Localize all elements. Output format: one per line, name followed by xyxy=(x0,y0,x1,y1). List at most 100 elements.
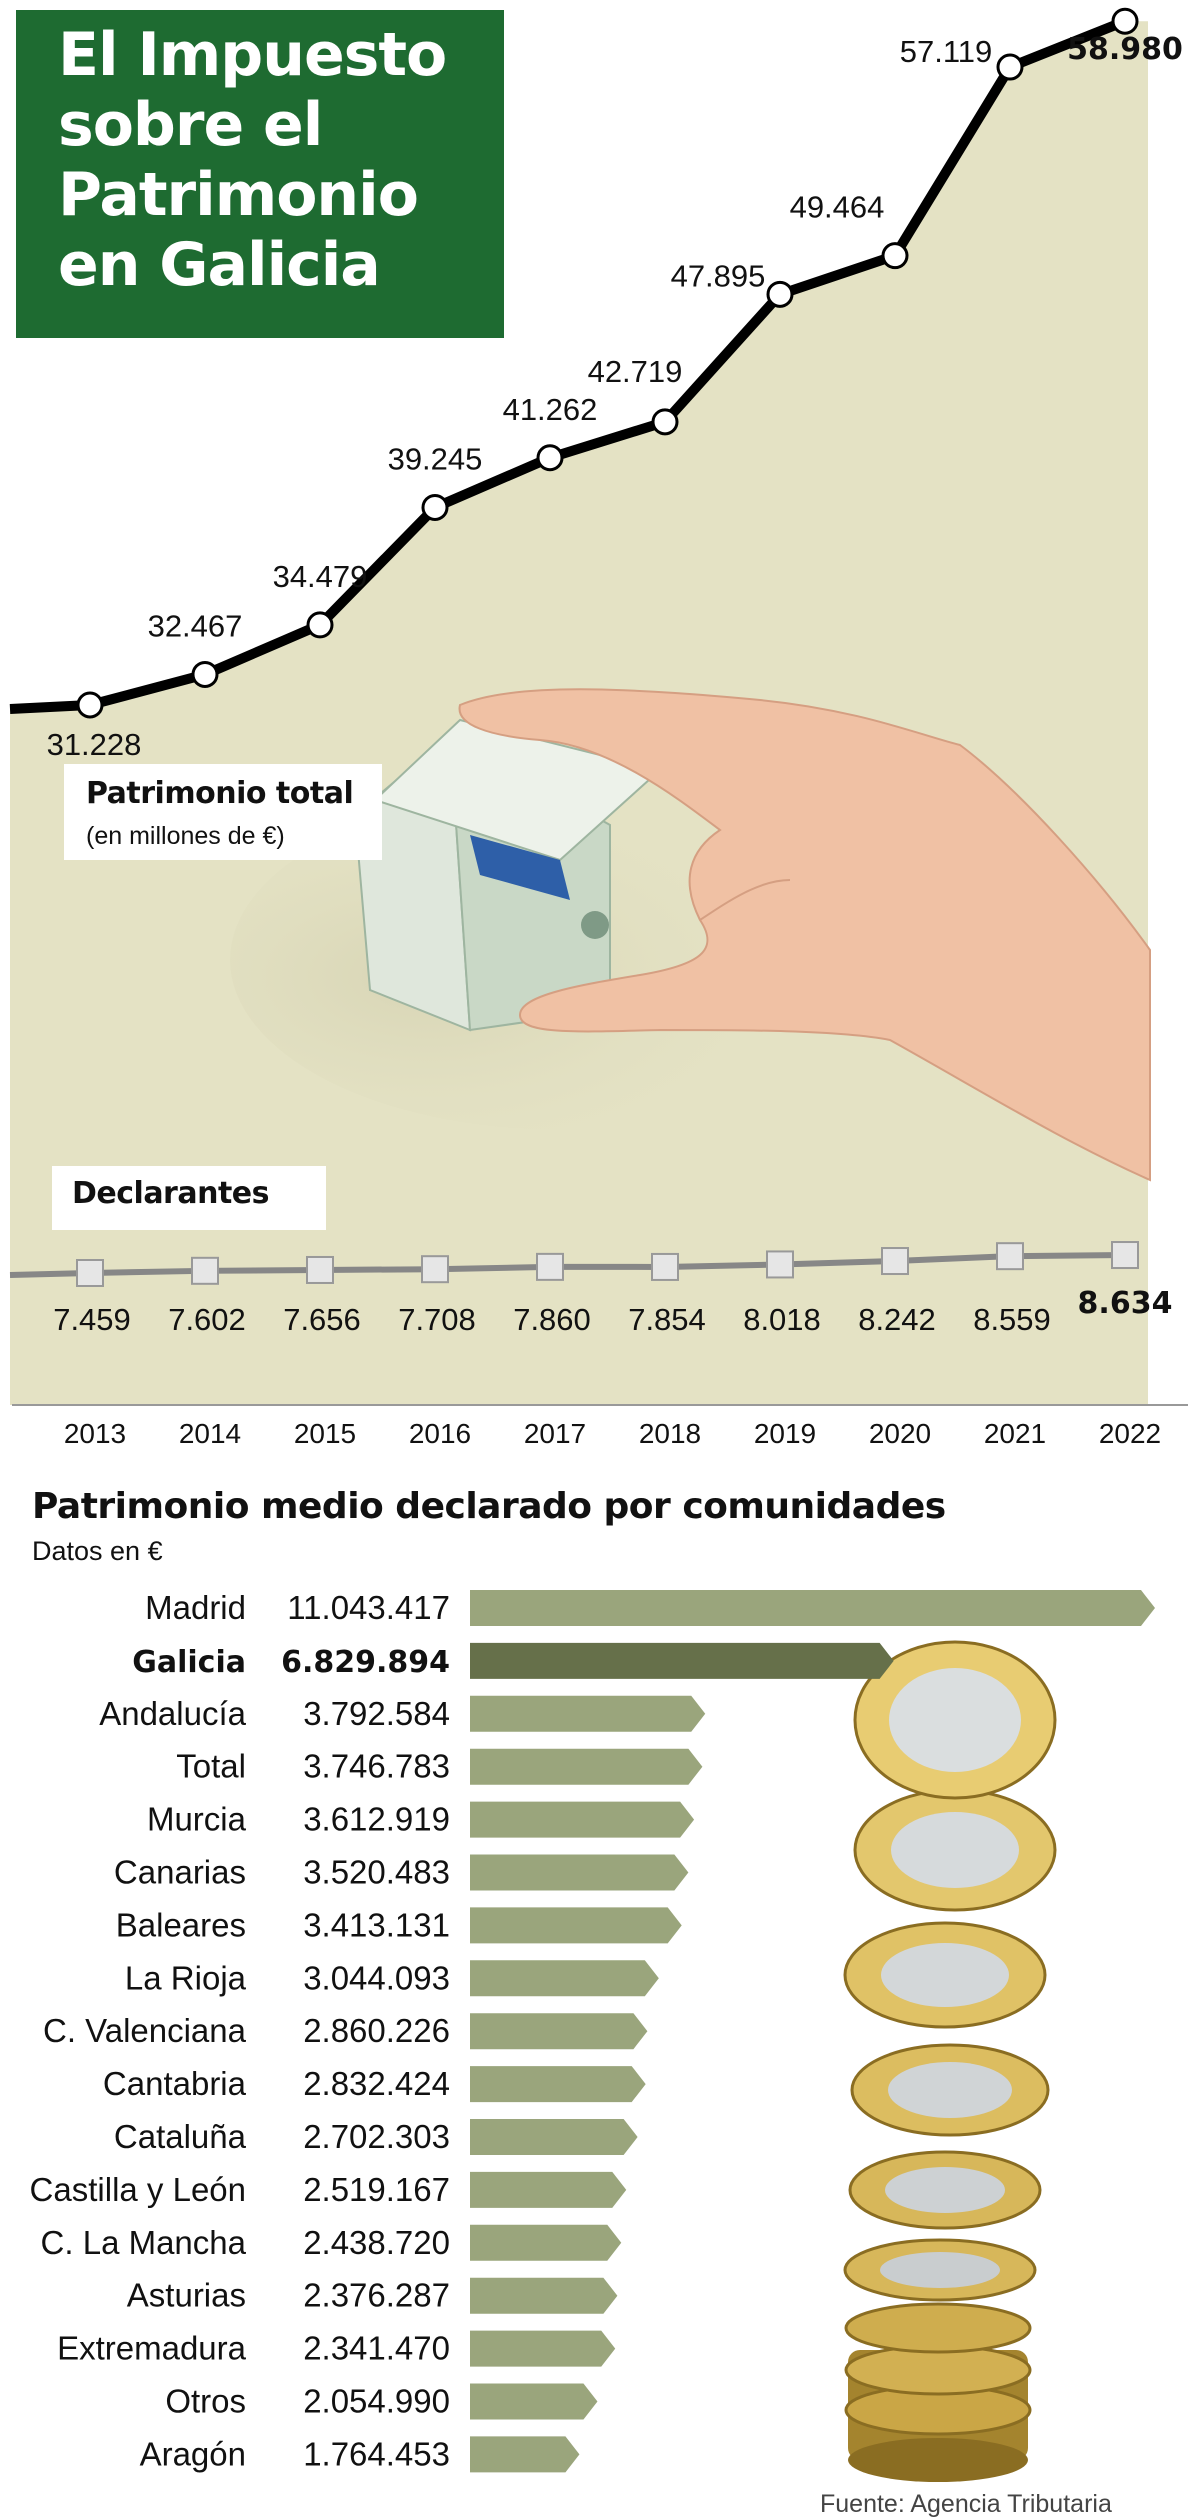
illustration-hand xyxy=(458,688,1151,1182)
bar-8 xyxy=(470,2013,648,2050)
series-label-box-total xyxy=(64,764,382,860)
title-line-2: sobre el xyxy=(58,90,323,160)
bar-category-2: Andalucía xyxy=(99,1695,246,1732)
declarantes-label-2020: 8.242 xyxy=(858,1302,936,1337)
declarantes-marks: 7.459 7.602 7.656 7.708 7.860 7.854 8.018 8.242… xyxy=(53,1241,1173,1337)
total-point-2022 xyxy=(1111,7,1139,35)
bar-value-4: 3.612.919 xyxy=(303,1801,450,1838)
total-point-2014 xyxy=(191,660,219,688)
bar-value-9: 2.832.424 xyxy=(303,2065,450,2102)
declarantes-point-2017 xyxy=(536,1252,564,1281)
bar-value-14: 2.341.470 xyxy=(303,2330,450,2367)
x-tick-2017: 2017 xyxy=(524,1418,586,1449)
bar-category-8: C. Valenciana xyxy=(43,2012,247,2049)
x-tick-2020: 2020 xyxy=(869,1418,931,1449)
bar-1 xyxy=(470,1642,894,1679)
declarantes-label-2019: 8.018 xyxy=(743,1302,821,1337)
x-tick-2013: 2013 xyxy=(64,1418,126,1449)
title-line-1: El Impuesto xyxy=(58,20,447,90)
x-axis-ticks: 2013 2014 2015 2016 2017 2018 2019 2020 2021 2022 xyxy=(64,1418,1161,1449)
bar-rows: Madrid 11.043.417 Galicia 6.829.894 Andalucí… xyxy=(30,1589,1155,2473)
declarantes-label-2014: 7.602 xyxy=(168,1302,246,1337)
bar-6 xyxy=(470,1907,682,1944)
total-point-2016 xyxy=(421,493,449,521)
bar-value-5: 3.520.483 xyxy=(303,1854,450,1891)
bar-value-16: 1.764.453 xyxy=(303,2435,450,2472)
total-point-2018 xyxy=(651,408,679,436)
declarantes-label-2017: 7.860 xyxy=(513,1302,591,1337)
title-box xyxy=(16,10,504,338)
total-label-2014: 32.467 xyxy=(148,608,243,643)
bar-10 xyxy=(470,2119,638,2155)
total-label-2017: 41.262 xyxy=(503,392,598,427)
bar-value-0: 11.043.417 xyxy=(287,1589,450,1626)
bar-value-15: 2.054.990 xyxy=(303,2383,450,2420)
declarantes-point-2022 xyxy=(1111,1241,1139,1270)
bar-category-7: La Rioja xyxy=(125,1959,247,1996)
declarantes-label-2018: 7.854 xyxy=(628,1302,706,1337)
declarantes-point-2018 xyxy=(651,1252,679,1281)
declarantes-point-2019 xyxy=(766,1250,794,1279)
x-tick-2016: 2016 xyxy=(409,1418,471,1449)
source-note: Fuente: Agencia Tributaria xyxy=(820,2490,1112,2518)
bar-3 xyxy=(470,1748,703,1785)
total-label-2016: 39.245 xyxy=(388,441,483,476)
bar-value-11: 2.519.167 xyxy=(303,2171,450,2208)
title-line-4: en Galicia xyxy=(58,230,381,300)
bar-4 xyxy=(470,1801,695,1838)
bar-category-14: Extremadura xyxy=(57,2330,247,2367)
series-label-total-unit: (en millones de €) xyxy=(86,822,285,850)
total-label-2013: 31.228 xyxy=(47,727,142,762)
x-tick-2022: 2022 xyxy=(1099,1418,1161,1449)
total-label-2019: 47.895 xyxy=(671,258,766,293)
bar-category-4: Murcia xyxy=(147,1801,247,1838)
bar-0 xyxy=(470,1590,1155,1626)
declarantes-point-2015 xyxy=(306,1255,334,1284)
x-tick-2015: 2015 xyxy=(294,1418,356,1449)
bar-category-9: Cantabria xyxy=(103,2065,247,2102)
total-point-2019 xyxy=(766,280,794,308)
bar-category-13: Asturias xyxy=(127,2277,246,2314)
bar-value-3: 3.746.783 xyxy=(303,1748,450,1785)
series-label-declarantes: Declarantes xyxy=(72,1176,270,1211)
bar-value-12: 2.438.720 xyxy=(303,2224,450,2261)
bar-value-8: 2.860.226 xyxy=(303,2012,450,2049)
bar-7 xyxy=(470,1960,659,1997)
bar-value-6: 3.413.131 xyxy=(303,1906,450,1943)
x-tick-2021: 2021 xyxy=(984,1418,1046,1449)
declarantes-point-2014 xyxy=(191,1256,219,1285)
bar-category-3: Total xyxy=(176,1748,246,1785)
bar-category-6: Baleares xyxy=(116,1906,246,1943)
declarantes-label-2015: 7.656 xyxy=(283,1302,361,1337)
total-label-2020: 49.464 xyxy=(790,190,885,225)
declarantes-point-2013 xyxy=(76,1259,104,1287)
declarantes-label-2022: 8.634 xyxy=(1078,1286,1173,1321)
total-label-2018: 42.719 xyxy=(588,354,683,389)
bar-13 xyxy=(470,2277,618,2314)
bar-category-0: Madrid xyxy=(145,1589,246,1626)
total-point-2017 xyxy=(536,444,564,472)
bar-value-2: 3.792.584 xyxy=(303,1695,450,1732)
bar-chart: Madrid 11.043.417 Galicia 6.829.894 Andalucí… xyxy=(30,1589,1155,2482)
title-line-3: Patrimonio xyxy=(58,160,419,230)
bar-14 xyxy=(470,2330,616,2367)
illustration-house xyxy=(353,718,663,1032)
declarantes-point-2020 xyxy=(881,1247,909,1276)
x-tick-2019: 2019 xyxy=(754,1418,816,1449)
bar-category-15: Otros xyxy=(165,2383,246,2420)
total-point-2013 xyxy=(76,691,104,719)
total-label-2015: 34.479 xyxy=(273,559,368,594)
bar-9 xyxy=(470,2066,646,2103)
bar-16 xyxy=(470,2436,580,2473)
bar-value-7: 3.044.093 xyxy=(303,1959,450,1996)
bar-category-12: C. La Mancha xyxy=(41,2224,247,2261)
bar-value-10: 2.702.303 xyxy=(303,2118,450,2155)
bar-value-1: 6.829.894 xyxy=(281,1645,450,1680)
x-tick-2014: 2014 xyxy=(179,1418,241,1449)
total-point-2021 xyxy=(996,53,1024,81)
illustration-coin-stack xyxy=(843,1640,1057,2482)
bar-12 xyxy=(470,2224,622,2261)
